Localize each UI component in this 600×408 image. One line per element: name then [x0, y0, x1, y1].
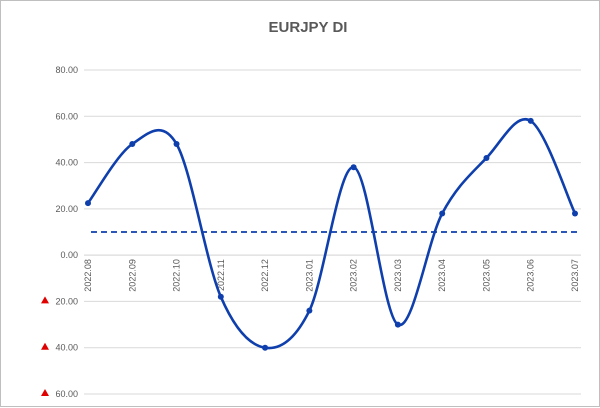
x-tick-label: 2023.04 [437, 259, 447, 292]
y-tick-label: 20.00 [55, 204, 78, 214]
chart-title: EURJPY DI [269, 19, 348, 36]
gridlines [84, 69, 581, 395]
x-tick-label: 2023.02 [349, 259, 359, 292]
y-tick-label: 40.00 [55, 343, 78, 353]
x-tick-label: 2023.05 [481, 259, 491, 292]
series-group [85, 117, 578, 351]
x-tick-label: 2023.01 [304, 259, 314, 292]
y-tick-label: 20.00 [55, 296, 78, 306]
negative-marker-icon [41, 296, 49, 304]
data-point [350, 164, 357, 171]
y-tick-label: 60.00 [55, 389, 78, 399]
series-line [86, 117, 577, 350]
x-tick-label: 2022.12 [260, 259, 270, 292]
data-point [572, 210, 578, 217]
data-point [394, 321, 401, 328]
negative-marker-icon [41, 342, 49, 350]
y-tick-label: 80.00 [55, 65, 78, 75]
data-point [262, 344, 269, 351]
x-tick-label: 2022.11 [216, 259, 226, 291]
data-point [85, 200, 91, 207]
y-tick-label: 0.00 [60, 250, 78, 260]
x-tick-label: 2023.06 [526, 259, 536, 292]
y-tick-label: 40.00 [55, 158, 78, 168]
negative-marker-icon [41, 389, 49, 396]
x-tick-label: 2023.03 [393, 259, 403, 292]
x-tick-label: 2022.09 [127, 259, 137, 292]
data-point [173, 141, 180, 148]
x-tick-label: 2022.08 [83, 259, 93, 292]
x-tick-label: 2023.07 [570, 259, 580, 292]
y-axis: 80.00 60.00 40.00 20.00 0.00 20.00 40.00 60.00 [41, 65, 78, 399]
data-point [306, 307, 313, 314]
x-tick-label: 2022.10 [172, 259, 182, 292]
y-tick-label: 60.00 [55, 111, 78, 121]
x-axis: 2022.08 2022.09 2022.10 2022.11 2022.12 2023.… [83, 259, 580, 292]
data-point [217, 293, 224, 300]
data-point [129, 141, 136, 148]
data-point [439, 210, 446, 217]
data-point [483, 154, 490, 161]
data-point [527, 117, 534, 124]
